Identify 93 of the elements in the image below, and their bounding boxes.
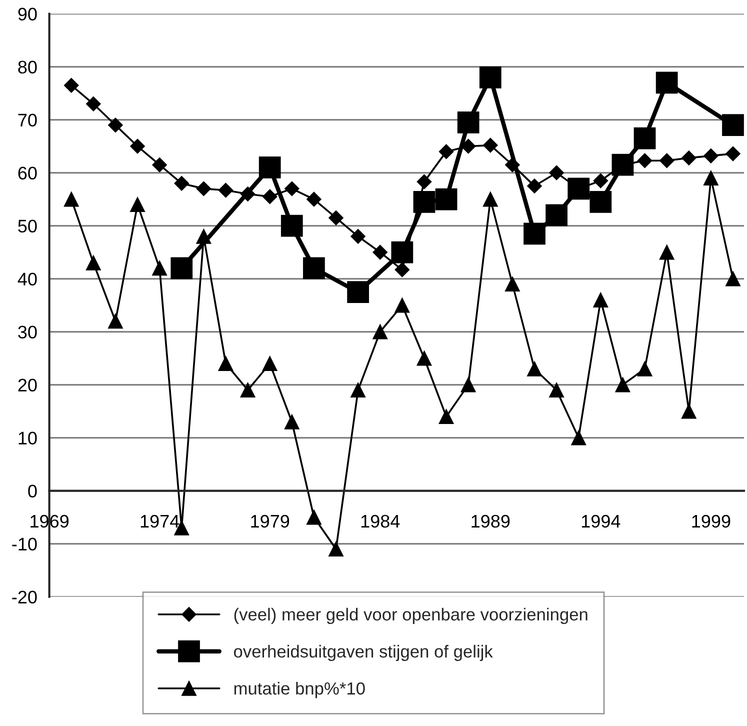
point xyxy=(413,191,436,213)
point xyxy=(703,170,718,186)
y-tick-label: 20 xyxy=(18,378,37,392)
point xyxy=(350,382,366,398)
point xyxy=(262,189,278,204)
point xyxy=(634,127,656,150)
point xyxy=(435,188,458,210)
point xyxy=(615,377,630,392)
point xyxy=(479,66,502,88)
point xyxy=(394,298,410,313)
point xyxy=(218,182,234,198)
point xyxy=(593,173,608,188)
point xyxy=(482,192,498,207)
legend-label: overheidsuitgaven stijgen of gelijk xyxy=(234,644,493,662)
x-tick-label: 1989 xyxy=(472,514,510,528)
point xyxy=(394,262,410,278)
point xyxy=(86,255,101,270)
y-tick-label: 0 xyxy=(28,484,37,498)
x-tick-label: 1984 xyxy=(361,514,400,528)
point xyxy=(571,430,586,446)
point xyxy=(482,138,498,153)
y-tick-label: 90 xyxy=(18,8,37,21)
x-tick-label: 1974 xyxy=(140,514,180,528)
point xyxy=(527,361,542,376)
point xyxy=(704,148,718,164)
point xyxy=(130,138,145,154)
point xyxy=(152,157,167,172)
point xyxy=(656,72,678,94)
point xyxy=(303,257,325,280)
point xyxy=(681,404,696,419)
y-tick-label: 10 xyxy=(18,432,37,444)
y-tick-label: 40 xyxy=(18,272,37,286)
point xyxy=(372,324,388,340)
point xyxy=(546,204,568,226)
point xyxy=(590,191,612,213)
point xyxy=(391,241,414,264)
point xyxy=(240,382,256,398)
y-tick-label: -20 xyxy=(12,590,37,604)
point xyxy=(328,210,344,226)
point xyxy=(593,292,608,308)
point xyxy=(196,181,212,196)
point xyxy=(108,118,123,132)
point xyxy=(549,382,564,398)
y-tick-label: 30 xyxy=(18,326,37,338)
point xyxy=(280,214,303,237)
y-tick-label: 60 xyxy=(18,166,37,180)
point xyxy=(306,192,322,207)
point xyxy=(460,377,476,392)
y-tick-label: -10 xyxy=(12,538,37,550)
point xyxy=(218,356,234,372)
legend-label: mutatie bnp%*10 xyxy=(234,682,365,698)
point xyxy=(284,414,300,430)
point xyxy=(438,409,454,424)
point xyxy=(350,228,366,244)
point xyxy=(174,176,190,191)
point xyxy=(637,361,652,376)
point xyxy=(416,174,432,190)
point xyxy=(306,510,322,525)
point xyxy=(284,181,300,196)
x-tick-label: 1994 xyxy=(582,514,620,528)
point xyxy=(262,356,278,372)
point xyxy=(504,276,520,292)
point xyxy=(130,197,145,212)
y-tick-label: 70 xyxy=(18,114,37,127)
point xyxy=(416,350,432,366)
point xyxy=(438,144,454,159)
point xyxy=(726,271,740,286)
point xyxy=(328,542,344,557)
point xyxy=(457,112,480,134)
point xyxy=(152,260,168,276)
point xyxy=(527,178,542,194)
point xyxy=(86,96,101,112)
point xyxy=(108,314,123,329)
point xyxy=(524,222,546,245)
x-tick-label: 1979 xyxy=(251,514,290,528)
point xyxy=(64,192,79,207)
y-tick-label: 50 xyxy=(18,220,37,233)
point xyxy=(170,257,193,280)
point xyxy=(659,153,674,168)
point xyxy=(549,165,564,180)
y-tick-label: 80 xyxy=(18,60,37,74)
point xyxy=(726,146,740,162)
point xyxy=(681,150,696,166)
x-tick-label: 1999 xyxy=(692,514,730,528)
point xyxy=(372,244,388,260)
point xyxy=(196,228,212,244)
point xyxy=(347,281,369,303)
point xyxy=(637,153,652,168)
point xyxy=(258,156,281,178)
point xyxy=(722,114,744,136)
legend-label: (veel) meer geld voor openbare voorzieningen xyxy=(234,608,588,624)
point xyxy=(659,244,674,260)
point xyxy=(64,78,79,93)
